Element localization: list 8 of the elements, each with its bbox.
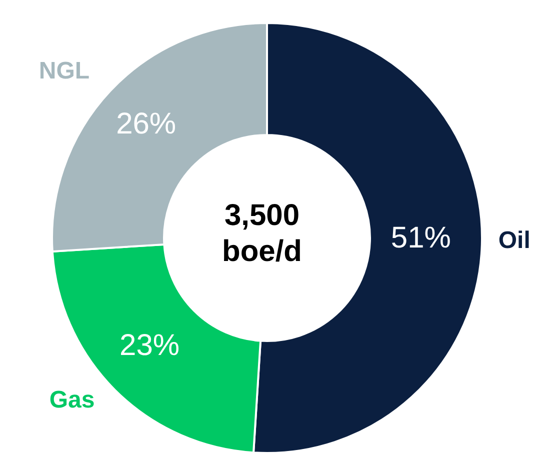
data-label: 23% [120, 328, 180, 362]
slice-label: Gas [49, 386, 95, 414]
slice-label: Oil [498, 226, 530, 254]
data-label: 26% [116, 108, 176, 141]
text: 3,500 [224, 199, 300, 232]
data-label: 51% [390, 221, 451, 254]
text: boe/d [222, 235, 302, 268]
slice-label: NGL [38, 58, 90, 85]
